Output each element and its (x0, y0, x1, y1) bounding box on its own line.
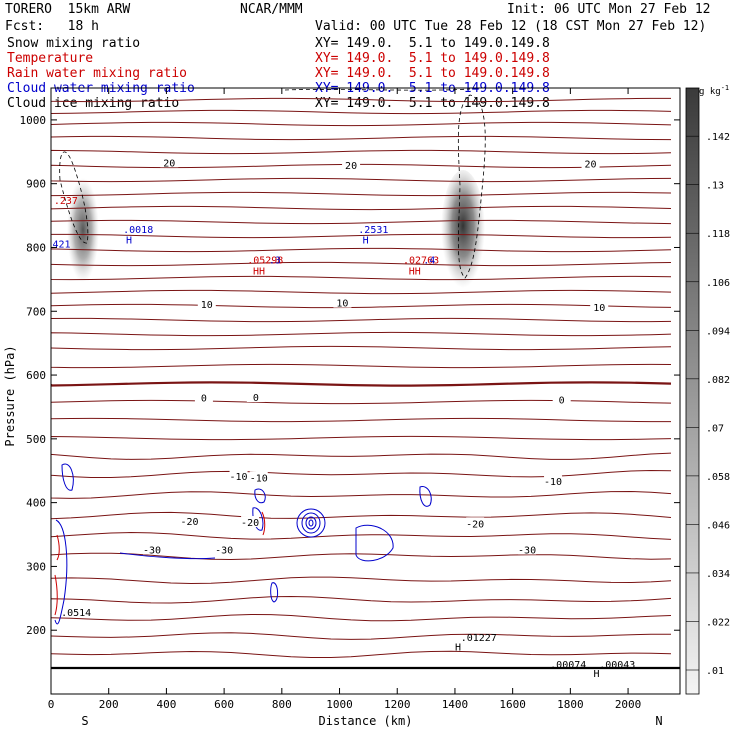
temperature-isotherms (51, 97, 672, 658)
extremum-label: .02763 (403, 255, 439, 266)
extremum-label: .00074 (550, 660, 586, 671)
isotherm-label: -30 (215, 545, 233, 556)
colorbar-tick-label: .13 (706, 181, 724, 192)
y-tick-label: 400 (26, 497, 46, 510)
y-tick-label: 900 (26, 178, 46, 191)
field-xy: XY= 149.0. 5.1 to 149.0.149.8 (315, 36, 550, 51)
extremum-label: .3 (269, 255, 281, 266)
isotherm-label: 0 (253, 393, 259, 404)
extremum-label: .00043 (599, 660, 635, 671)
extremum-label: .05298 (247, 255, 283, 266)
extremum-label: H (593, 669, 599, 680)
isotherm-label: 0 (201, 394, 207, 405)
x-tick-label: 1800 (557, 698, 584, 711)
isotherm-label: -30 (143, 545, 161, 556)
extremum-label: HH (253, 266, 265, 277)
field-xy: XY= 149.0. 5.1 to 149.0.149.8 (315, 66, 550, 81)
colorbar: .01 .022 .034 .046 .058 .07 .082 .094 .106 .118 .1… (685, 87, 730, 695)
extremum-label: .4 (423, 255, 435, 266)
isotherm-label: -20 (466, 519, 484, 530)
cloud-water-contours (54, 463, 432, 625)
isotherm-label: -10 (544, 477, 562, 488)
x-tick-label: 1600 (499, 698, 526, 711)
forecast-hour: Fcst: 18 h (5, 19, 99, 34)
field-name: Rain water mixing ratio (7, 66, 188, 81)
model-title: TORERO 15km ARW (5, 2, 131, 17)
axes: 0 200 400 600 800 1000 1200 1400 1600 1800 2000200… (3, 88, 680, 728)
isotherm-label: 20 (163, 158, 175, 169)
x-tick-label: 1200 (384, 698, 411, 711)
extremum-label: H (363, 236, 369, 247)
y-tick-label: 1000 (20, 114, 47, 127)
x-axis-label: Distance (km) (319, 714, 413, 728)
field-name: Snow mixing ratio (7, 36, 141, 51)
isotherm-label: 10 (593, 303, 605, 314)
y-axis-label: Pressure (hPa) (3, 345, 17, 446)
extremum-label: .237 (54, 196, 78, 207)
colorbar-tick-label: .106 (706, 278, 730, 289)
colorbar-tick-label: .082 (706, 375, 730, 386)
isotherm-label: 0 (559, 396, 565, 407)
field-name: Temperature (7, 51, 94, 66)
valid-time: Valid: 00 UTC Tue 28 Feb 12 (18 CST Mon … (315, 19, 707, 34)
colorbar-tick-label: .022 (706, 617, 730, 628)
x-tick-label: 800 (272, 698, 292, 711)
extrema-labels: .0514H.01227H.00043.00074HH.05298.3HH.02… (52, 196, 635, 680)
isotherm-label: -10 (250, 473, 268, 484)
y-tick-label: 200 (26, 624, 46, 637)
colorbar-tick-label: .034 (706, 569, 730, 580)
snow-shading (67, 170, 485, 294)
extremum-label: 421 (52, 239, 70, 250)
extremum-label: .0018 (123, 225, 153, 236)
colorbar-tick-label: .046 (706, 520, 730, 531)
isotherm-label: -10 (230, 472, 248, 483)
x-tick-label: 2000 (615, 698, 642, 711)
isotherm-label: 10 (336, 299, 348, 310)
extremum-label: H (455, 643, 461, 654)
isotherm-label: 10 (201, 300, 213, 311)
colorbar-tick-label: .094 (706, 326, 730, 337)
center-title: NCAR/MMM (240, 2, 303, 17)
isotherm-label: 20 (345, 161, 357, 172)
x-tick-label: 400 (156, 698, 176, 711)
isotherm-label: -20 (241, 518, 259, 529)
isotherm-label: -20 (180, 517, 198, 528)
extremum-label: .2531 (358, 225, 388, 236)
y-tick-label: 300 (26, 560, 46, 573)
colorbar-units: g kg-1 (699, 84, 730, 97)
north-label: N (655, 714, 662, 728)
colorbar-tick-label: .058 (706, 472, 730, 483)
colorbar-tick-label: .142 (706, 132, 730, 143)
field-xy: XY= 149.0. 5.1 to 149.0.149.8 (315, 51, 550, 66)
extremum-label: HH (409, 266, 421, 277)
extremum-label: H (126, 236, 132, 247)
colorbar-tick-label: .01 (706, 666, 724, 677)
colorbar-tick-label: .07 (706, 423, 724, 434)
plot-frame (50, 87, 681, 695)
y-tick-label: 700 (26, 305, 46, 318)
x-tick-label: 0 (48, 698, 55, 711)
y-tick-label: 600 (26, 369, 46, 382)
init-time: Init: 06 UTC Mon 27 Feb 12 (507, 2, 711, 17)
isotherm-label: 20 (585, 160, 597, 171)
snow-contours (59, 88, 486, 279)
rain-contours (54, 511, 266, 616)
extremum-label: .01227 (461, 633, 497, 644)
south-label: S (81, 714, 88, 728)
field-name: Cloud ice mixing ratio (7, 96, 180, 111)
isotherm-label: -30 (518, 545, 536, 556)
x-tick-label: 600 (214, 698, 234, 711)
x-tick-label: 1000 (326, 698, 353, 711)
colorbar-tick-label: .118 (706, 229, 730, 240)
x-tick-label: 200 (99, 698, 119, 711)
y-tick-label: 800 (26, 241, 46, 254)
extremum-label: .0514 (61, 608, 91, 619)
y-tick-label: 500 (26, 433, 46, 446)
x-tick-label: 1400 (442, 698, 469, 711)
